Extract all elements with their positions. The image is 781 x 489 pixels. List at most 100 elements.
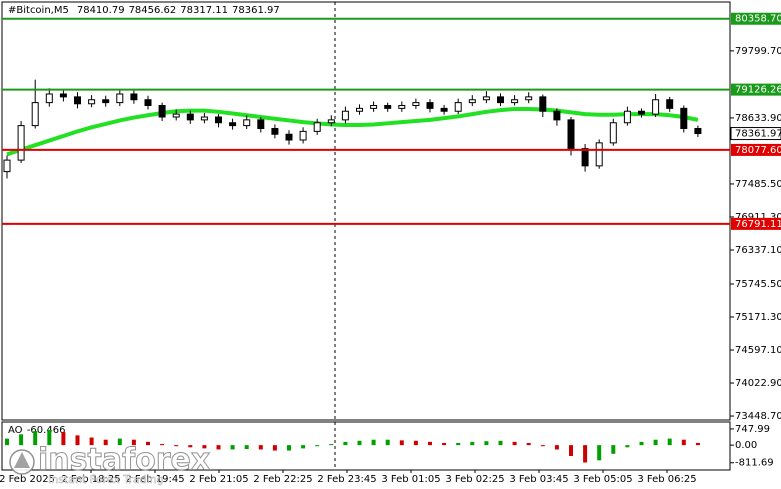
candle-body	[215, 116, 222, 124]
ao-bar	[47, 429, 52, 446]
candle-body	[567, 119, 575, 150]
ao-bar	[512, 441, 517, 446]
ao-bar	[428, 441, 432, 446]
x-tick-label: 3 Feb 05:05	[573, 474, 632, 485]
ao-bar	[357, 440, 362, 446]
candle-body	[313, 122, 321, 132]
ao-bar	[117, 438, 122, 446]
ao-bar	[188, 445, 193, 448]
y-tick-label: 76337.10	[735, 245, 781, 256]
level-label-box	[731, 143, 781, 156]
ao-bar	[103, 439, 108, 446]
brand: instaforex	[38, 443, 210, 478]
chart-title: #Bitcoin,M5	[8, 5, 69, 16]
candle-body	[102, 99, 110, 104]
ao-bar	[653, 439, 658, 446]
candle-body	[666, 99, 674, 109]
ao-bar	[385, 439, 390, 446]
ao-bar	[498, 440, 503, 446]
candle-body	[694, 127, 702, 135]
candle-body	[440, 107, 448, 112]
candle-body	[539, 96, 547, 112]
candle-body	[144, 99, 152, 106]
level-label-box	[731, 83, 781, 96]
y-tick-label: 75745.50	[735, 279, 781, 290]
candle-body	[623, 110, 631, 124]
candle-body	[271, 127, 279, 135]
ao-bar	[61, 432, 66, 446]
candle-body	[638, 110, 645, 115]
ao-bar	[470, 441, 475, 446]
candle-body	[327, 119, 335, 124]
candle-body	[74, 96, 81, 105]
ao-bar	[75, 435, 80, 446]
candle-body	[426, 102, 434, 109]
ao-bar	[625, 445, 630, 448]
chart-header: #Bitcoin,M5 78410.79 78456.62 78317.11 78361…	[8, 5, 280, 16]
ao-bar	[287, 445, 291, 451]
ao-bar	[343, 441, 348, 446]
candle-body	[341, 110, 349, 121]
ao-bar	[371, 439, 376, 446]
candle-body	[652, 99, 660, 115]
level-label: 78077.60	[735, 145, 781, 156]
ao-bar	[667, 438, 672, 446]
candle-body	[158, 104, 166, 118]
candle-body	[398, 104, 406, 109]
ao-bar	[19, 434, 24, 446]
ao-bar	[244, 445, 249, 450]
ao-bar	[554, 445, 559, 450]
ao-bar	[146, 441, 150, 446]
ao-bar	[695, 442, 700, 446]
ao-bar	[160, 444, 165, 446]
candle-body	[511, 99, 519, 104]
ao-bar	[33, 431, 38, 446]
candle-body	[454, 102, 462, 112]
candle-body	[3, 159, 11, 173]
candle-body	[497, 96, 504, 104]
ohlc-value: 78361.97	[232, 5, 280, 16]
candle-body	[200, 116, 208, 121]
y-tick-label: 75171.30	[735, 312, 781, 323]
x-tick-label: 2 Feb 23:45	[317, 474, 376, 485]
y-tick-label: 77485.50	[735, 179, 781, 190]
y-tick-label: 0.00	[735, 440, 757, 451]
indicator-value: -60.466	[27, 425, 66, 436]
ohlc-value: 78456.62	[129, 5, 177, 16]
ao-bar	[315, 445, 320, 447]
x-tick-label: 3 Feb 06:25	[637, 474, 696, 485]
ao-bar	[540, 445, 545, 447]
ohlc-value: 78410.79	[77, 5, 125, 16]
candle-body	[356, 107, 363, 112]
ao-bar	[258, 445, 263, 450]
candle-body	[595, 142, 603, 167]
candle-body	[525, 96, 533, 101]
x-tick-label: 2 Feb 19:45	[125, 474, 184, 485]
ohlc-value: 78317.11	[180, 5, 228, 16]
candle-body	[17, 125, 25, 161]
x-tick-label: 2 Feb 2025	[0, 474, 55, 485]
candle-body	[243, 119, 251, 127]
y-tick-label: 76911.30	[735, 212, 781, 223]
ao-bar	[329, 444, 334, 446]
ao-bar	[569, 445, 573, 456]
ao-bar	[301, 445, 306, 449]
candle-body	[31, 102, 39, 127]
ao-bar	[216, 445, 221, 450]
ao-bar	[484, 441, 489, 446]
x-tick-label: 2 Feb 18:25	[61, 474, 120, 485]
candle-body	[384, 104, 392, 109]
ao-bar	[174, 445, 179, 447]
candle-body	[45, 93, 53, 104]
candle-body	[59, 93, 67, 98]
level-label: 76791.11	[735, 219, 781, 230]
ao-bar	[639, 441, 644, 446]
indicator-label: AO -60.466	[8, 425, 65, 436]
ao-bar	[399, 440, 404, 446]
candle-body	[130, 93, 138, 101]
moving-average	[6, 106, 699, 157]
x-tick-label: 3 Feb 01:05	[381, 474, 440, 485]
x-tick-label: 3 Feb 03:45	[509, 474, 568, 485]
ao-bar	[230, 445, 235, 450]
